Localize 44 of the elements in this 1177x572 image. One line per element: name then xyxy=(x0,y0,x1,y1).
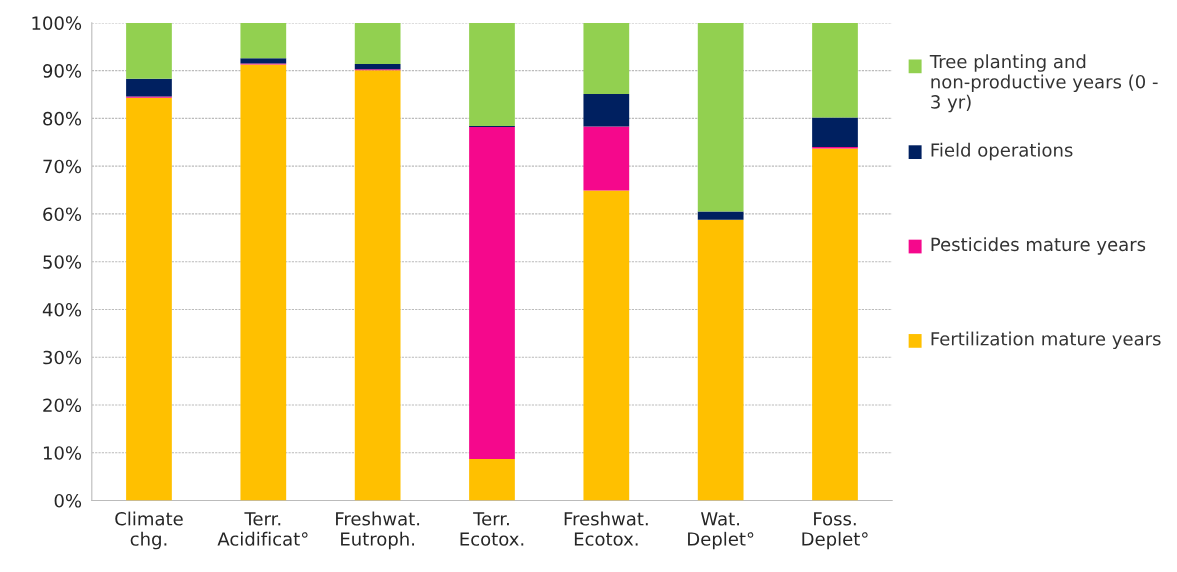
bar xyxy=(126,78,172,97)
bar xyxy=(697,219,744,501)
y-tick-label: 0% xyxy=(54,493,82,508)
bar xyxy=(812,117,858,148)
bar xyxy=(354,63,401,70)
bar xyxy=(697,22,744,212)
x-tick-label: Terr. Acidificat° xyxy=(217,512,308,546)
x-tick-label: Freshwat. Eutroph. xyxy=(336,511,420,550)
bar xyxy=(583,22,630,95)
legend-label: Fertilization mature years xyxy=(931,331,1161,350)
bar xyxy=(583,126,630,191)
x-tick-label: Foss. Deplet° xyxy=(802,512,868,550)
y-tick-label: 40% xyxy=(42,302,82,317)
y-tick-label: 60% xyxy=(43,207,82,222)
legend-label: Tree planting and non-productive years (0 - 3 yr) xyxy=(929,54,1158,113)
y-tick-label: 10% xyxy=(43,446,82,460)
bar xyxy=(354,70,401,501)
y-tick-label: 70% xyxy=(43,159,82,174)
bar xyxy=(583,190,630,501)
bar xyxy=(240,22,287,59)
x-tick-label: Freshwat. Ecotox. xyxy=(564,511,648,546)
bar xyxy=(697,211,744,220)
bar xyxy=(812,148,858,501)
y-tick-label: 80% xyxy=(43,111,82,126)
bar xyxy=(583,94,630,127)
y-tick-label: 50% xyxy=(43,255,82,269)
bar xyxy=(240,64,287,501)
bar xyxy=(469,458,515,501)
bar xyxy=(354,22,401,64)
bar xyxy=(469,127,515,459)
bar xyxy=(126,22,172,79)
legend-label: Pesticides mature years xyxy=(931,237,1146,255)
bar xyxy=(240,58,287,64)
y-tick-label: 90% xyxy=(43,64,82,78)
y-tick-label: 20% xyxy=(43,398,82,413)
x-tick-label: Wat. Deplet° xyxy=(688,512,754,550)
x-tick-label: Terr. Ecotox. xyxy=(460,512,524,546)
bar xyxy=(812,22,858,118)
bar xyxy=(469,22,515,127)
bar xyxy=(126,97,172,501)
y-tick-label: 30% xyxy=(43,350,82,365)
legend-label: Field operations xyxy=(931,142,1073,161)
y-tick-label: 100% xyxy=(32,16,82,30)
x-tick-label: Climate chg. xyxy=(115,511,183,550)
